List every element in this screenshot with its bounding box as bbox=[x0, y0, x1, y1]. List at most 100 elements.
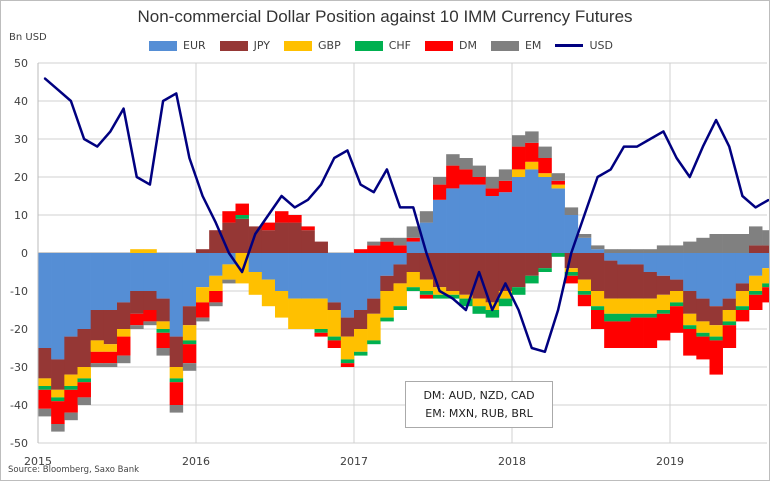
bar-jpy bbox=[340, 317, 355, 337]
bar-chf bbox=[156, 329, 170, 333]
bar-dm bbox=[433, 184, 447, 200]
bar-em bbox=[130, 325, 144, 329]
bar-eur bbox=[327, 253, 342, 303]
bar-jpy bbox=[617, 264, 631, 299]
bar-chf bbox=[709, 336, 723, 341]
bar-eur bbox=[735, 253, 750, 284]
bar-em bbox=[656, 245, 671, 253]
bar-em bbox=[670, 245, 684, 253]
bar-eur bbox=[288, 253, 302, 299]
bar-eur bbox=[301, 253, 315, 299]
bar-gbp bbox=[90, 340, 105, 352]
bar-eur bbox=[762, 253, 769, 269]
y-tick-label: -30 bbox=[10, 361, 28, 374]
bar-jpy bbox=[485, 253, 500, 303]
bar-eur bbox=[196, 253, 210, 288]
note-dm: DM: AUD, NZD, CAD bbox=[423, 389, 535, 402]
usd-point bbox=[715, 119, 717, 121]
bar-gbp bbox=[591, 291, 605, 307]
bar-chf bbox=[735, 306, 750, 310]
usd-point bbox=[754, 206, 757, 209]
bar-jpy bbox=[327, 302, 342, 310]
bar-eur bbox=[577, 237, 592, 253]
bar-em bbox=[77, 397, 91, 405]
bar-dm bbox=[630, 317, 644, 348]
bar-jpy bbox=[196, 249, 210, 253]
bar-em bbox=[196, 317, 210, 322]
bar-jpy bbox=[498, 253, 513, 291]
bar-chf bbox=[512, 287, 526, 295]
bar-eur bbox=[51, 253, 65, 360]
y-tick-label: -20 bbox=[10, 323, 28, 336]
bar-gbp bbox=[630, 298, 644, 314]
bar-gbp bbox=[209, 275, 223, 291]
bar-chf bbox=[683, 325, 697, 329]
legend-label: EUR bbox=[183, 39, 206, 52]
bar-chf bbox=[459, 298, 473, 307]
usd-point bbox=[254, 233, 257, 235]
bar-dm bbox=[419, 294, 434, 299]
bar-jpy bbox=[117, 302, 131, 329]
bar-eur bbox=[77, 253, 91, 329]
bar-em bbox=[709, 234, 723, 253]
bar-chf bbox=[762, 283, 769, 288]
bar-chf bbox=[169, 378, 184, 383]
bar-jpy bbox=[235, 218, 249, 253]
bar-jpy bbox=[577, 253, 592, 280]
bar-eur bbox=[169, 253, 184, 337]
bar-jpy bbox=[735, 283, 750, 291]
bar-jpy bbox=[406, 253, 421, 272]
bar-eur bbox=[617, 253, 631, 265]
bar-chf bbox=[446, 294, 460, 299]
usd-point bbox=[451, 297, 454, 300]
usd-point bbox=[149, 183, 151, 186]
bar-gbp bbox=[380, 291, 394, 318]
bar-gbp bbox=[130, 249, 144, 253]
usd-point bbox=[267, 214, 270, 216]
legend-item-dm: DM bbox=[425, 39, 477, 52]
bar-dm bbox=[182, 344, 197, 364]
bar-jpy bbox=[182, 306, 197, 326]
bar-em bbox=[551, 173, 565, 181]
bar-eur bbox=[459, 184, 473, 253]
usd-point bbox=[96, 145, 99, 148]
usd-point bbox=[188, 157, 191, 159]
note-em: EM: MXN, RUB, BRL bbox=[425, 407, 533, 420]
bar-gbp bbox=[288, 298, 302, 329]
bar-jpy bbox=[446, 253, 460, 291]
bar-chf bbox=[617, 313, 631, 322]
bar-dm bbox=[604, 321, 618, 348]
bar-dm bbox=[130, 313, 144, 326]
bar-chf bbox=[235, 215, 249, 219]
y-tick-label: 50 bbox=[14, 57, 28, 70]
bar-em bbox=[762, 230, 769, 246]
usd-point bbox=[767, 199, 769, 201]
bar-em bbox=[446, 154, 460, 166]
bar-gbp bbox=[577, 279, 592, 291]
bar-eur bbox=[683, 253, 697, 291]
bar-chf bbox=[749, 291, 763, 295]
bar-gbp bbox=[670, 291, 684, 303]
bar-jpy bbox=[762, 245, 769, 253]
bar-eur bbox=[182, 253, 197, 307]
bar-em bbox=[209, 302, 223, 307]
bar-dm bbox=[406, 237, 421, 242]
usd-point bbox=[688, 176, 691, 178]
bar-chf bbox=[564, 272, 579, 276]
bar-gbp bbox=[196, 287, 210, 303]
legend-item-em: EM bbox=[490, 39, 542, 52]
usd-point bbox=[623, 145, 625, 148]
bar-dm bbox=[512, 146, 526, 170]
bar-dm bbox=[143, 310, 157, 322]
usd-point bbox=[412, 206, 415, 209]
usd-point bbox=[214, 221, 217, 224]
usd-point bbox=[478, 271, 480, 273]
bar-dm bbox=[314, 332, 328, 337]
usd-point bbox=[662, 130, 665, 133]
bar-dm bbox=[762, 287, 769, 303]
usd-point bbox=[675, 157, 678, 159]
bar-gbp bbox=[696, 321, 710, 333]
legend-label: EM bbox=[524, 39, 542, 52]
usd-point bbox=[83, 138, 85, 140]
y-tick-label: 10 bbox=[14, 209, 28, 222]
